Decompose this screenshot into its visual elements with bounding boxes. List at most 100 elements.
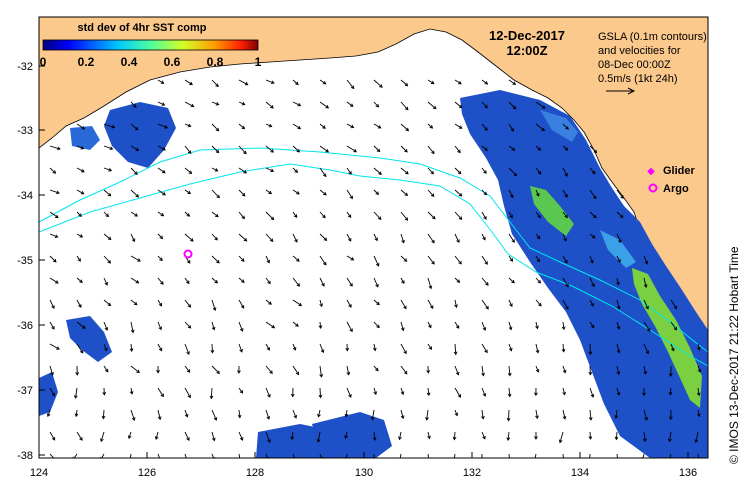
velocity-arrow — [238, 299, 245, 309]
glider-marker-icon: ◆ — [647, 166, 655, 177]
velocity-arrow-head — [375, 191, 380, 196]
velocity-arrow — [589, 211, 597, 218]
velocity-arrow — [508, 255, 513, 262]
velocity-arrow-head — [296, 283, 300, 287]
velocity-arrow-head — [458, 125, 463, 129]
x-tick-label: 132 — [463, 467, 481, 479]
velocity-arrow-head — [164, 125, 169, 129]
velocity-arrow-head — [378, 171, 382, 175]
velocity-arrow-head — [403, 370, 408, 375]
velocity-arrow-head — [457, 149, 461, 154]
velocity-arrow-head — [187, 123, 192, 128]
velocity-arrow-head — [156, 370, 160, 374]
velocity-arrow — [346, 145, 357, 153]
velocity-arrow-head — [588, 417, 593, 421]
velocity-arrow-head — [241, 215, 245, 220]
velocity-arrow — [562, 453, 564, 458]
velocity-arrow-head — [643, 371, 648, 375]
velocity-arrow — [373, 101, 379, 108]
velocity-arrow — [427, 255, 435, 265]
velocity-arrow — [427, 387, 430, 396]
velocity-arrow — [481, 299, 489, 310]
velocity-arrow-head — [617, 259, 621, 263]
velocity-scale-label: 0.5m/s (1kt 24h) — [598, 73, 677, 85]
argo-label: Argo — [663, 183, 689, 195]
velocity-arrow — [265, 101, 274, 109]
velocity-arrow-head — [216, 259, 220, 264]
velocity-arrow — [562, 189, 568, 198]
velocity-arrow-head — [507, 393, 512, 398]
velocity-arrow — [616, 387, 620, 396]
velocity-arrow — [292, 79, 299, 85]
velocity-arrow-head — [482, 236, 486, 241]
velocity-arrow — [562, 299, 569, 310]
velocity-arrow-head — [667, 438, 672, 443]
velocity-arrow — [643, 365, 647, 375]
velocity-arrow — [265, 343, 270, 351]
velocity-arrow-head — [187, 150, 192, 155]
velocity-arrow — [184, 431, 190, 441]
velocity-arrow-head — [429, 305, 434, 309]
velocity-arrow-head — [131, 417, 136, 421]
velocity-arrow-head — [588, 459, 591, 462]
velocity-arrow — [76, 299, 82, 308]
velocity-arrow-head — [404, 217, 409, 221]
velocity-arrow-head — [647, 328, 651, 332]
velocity-arrow-head — [51, 305, 55, 309]
velocity-arrow — [589, 431, 591, 440]
velocity-arrow — [481, 167, 487, 174]
velocity-arrow-head — [430, 170, 435, 175]
velocity-arrow-head — [453, 459, 456, 462]
velocity-arrow — [373, 145, 381, 152]
time-label: 12:00Z — [506, 43, 547, 58]
velocity-arrow-head — [241, 279, 245, 283]
velocity-arrow-head — [161, 102, 166, 106]
velocity-arrow-head — [127, 435, 132, 440]
velocity-arrow — [373, 365, 379, 371]
velocity-arrow-head — [56, 190, 60, 195]
velocity-arrow — [130, 167, 138, 175]
velocity-arrow — [184, 365, 191, 373]
velocity-arrow-head — [135, 147, 140, 151]
velocity-arrow — [535, 343, 539, 353]
velocity-arrow — [454, 189, 462, 197]
velocity-arrow — [481, 431, 486, 440]
velocity-arrow-head — [694, 439, 699, 444]
velocity-arrow — [211, 299, 216, 311]
velocity-arrow — [130, 321, 134, 333]
velocity-arrow — [616, 299, 620, 310]
velocity-arrow-head — [403, 350, 407, 355]
velocity-arrow — [76, 211, 82, 217]
velocity-arrow — [427, 277, 432, 289]
velocity-arrow — [292, 145, 300, 153]
velocity-arrow-head — [51, 392, 55, 397]
velocity-arrow-head — [186, 260, 191, 264]
velocity-arrow-head — [82, 325, 86, 329]
velocity-arrow-head — [591, 170, 596, 175]
velocity-arrow — [508, 233, 515, 243]
velocity-arrow-head — [80, 146, 85, 150]
velocity-arrow-head — [452, 436, 457, 441]
velocity-arrow-head — [508, 460, 511, 463]
velocity-arrow — [399, 453, 402, 458]
velocity-arrow-head — [271, 324, 276, 329]
velocity-arrow-head — [322, 125, 326, 129]
velocity-arrow-head — [107, 260, 111, 264]
velocity-arrow — [292, 365, 299, 375]
velocity-arrow — [292, 167, 298, 173]
velocity-arrow-head — [158, 302, 163, 307]
velocity-arrow — [454, 79, 462, 85]
velocity-arrow-head — [133, 104, 137, 108]
velocity-arrow — [76, 255, 81, 262]
velocity-arrow — [103, 255, 111, 264]
velocity-arrow — [346, 365, 350, 375]
velocity-arrow-head — [588, 436, 593, 440]
velocity-arrow-head — [157, 416, 162, 421]
velocity-arrow — [184, 321, 191, 329]
velocity-arrow-head — [481, 415, 485, 420]
velocity-arrow-head — [294, 169, 298, 173]
velocity-arrow — [319, 233, 327, 241]
velocity-arrow — [670, 321, 677, 331]
velocity-arrow-head — [537, 147, 542, 151]
